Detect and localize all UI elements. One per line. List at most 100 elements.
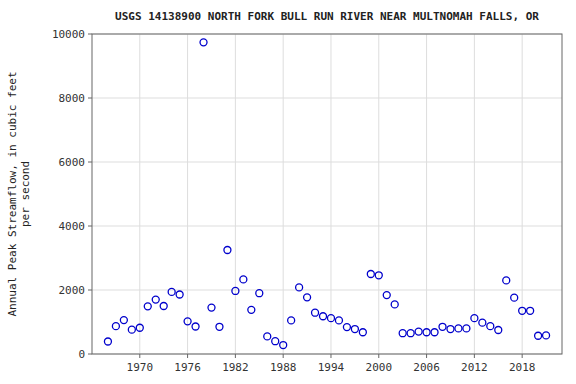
y-grid-line: [92, 290, 562, 291]
title: USGS 14138900 NORTH FORK BULL RUN RIVER …: [115, 10, 539, 23]
point: [168, 288, 175, 295]
point: [128, 326, 135, 333]
point: [535, 332, 542, 339]
point: [519, 307, 526, 314]
point: [447, 326, 454, 333]
chart: 1970197619821988199420002006201220180200…: [0, 0, 576, 384]
x-grid-line: [187, 34, 188, 354]
x-tick-label: 1994: [318, 361, 345, 374]
point: [272, 338, 279, 345]
point: [104, 338, 111, 345]
y-axis-label-line: Annual Peak Streamflow, in cubic feet: [6, 71, 19, 316]
point: [415, 328, 422, 335]
point: [463, 325, 470, 332]
y-axis-label: Annual Peak Streamflow, in cubic feetper…: [6, 71, 32, 316]
point: [136, 324, 143, 331]
point: [296, 284, 303, 291]
point: [471, 315, 478, 322]
y-tick-label: 4000: [59, 220, 86, 233]
y-grid-line: [92, 98, 562, 99]
x-grid-line: [139, 34, 140, 354]
y-grid-line: [92, 226, 562, 227]
point: [503, 277, 510, 284]
x-tick-label: 1988: [270, 361, 297, 374]
point: [527, 307, 534, 314]
x-tick: [139, 354, 140, 358]
x-tick: [474, 354, 475, 358]
x-grid-line: [235, 34, 236, 354]
point: [200, 39, 207, 46]
point: [112, 323, 119, 330]
point: [216, 323, 223, 330]
x-grid-line: [330, 34, 331, 354]
point: [256, 290, 263, 297]
point: [439, 323, 446, 330]
y-grid-line: [92, 162, 562, 163]
point: [264, 333, 271, 340]
point: [431, 329, 438, 336]
x-tick: [187, 354, 188, 358]
point: [367, 271, 374, 278]
point: [383, 292, 390, 299]
y-tick-label: 10000: [52, 28, 85, 41]
x-grid-line: [426, 34, 427, 354]
x-grid-line: [378, 34, 379, 354]
x-tick-label: 1970: [127, 361, 154, 374]
x-tick: [378, 354, 379, 358]
point: [304, 294, 311, 301]
point: [455, 325, 462, 332]
x-tick: [235, 354, 236, 358]
x-tick: [283, 354, 284, 358]
point: [479, 319, 486, 326]
x-grid-line: [522, 34, 523, 354]
point: [359, 329, 366, 336]
x-tick: [426, 354, 427, 358]
point: [248, 306, 255, 313]
point: [351, 326, 358, 333]
x-tick-label: 2006: [413, 361, 440, 374]
x-tick: [330, 354, 331, 358]
y-tick: [88, 34, 92, 35]
point: [240, 276, 247, 283]
plot-frame: [92, 34, 562, 354]
point: [224, 247, 231, 254]
point: [375, 272, 382, 279]
point: [208, 304, 215, 311]
point: [320, 313, 327, 320]
point: [391, 301, 398, 308]
point: [144, 303, 151, 310]
points: [104, 39, 549, 349]
y-tick: [88, 354, 92, 355]
y-tick-label: 2000: [59, 284, 86, 297]
point: [160, 303, 167, 310]
y-tick-label: 0: [78, 348, 85, 361]
y-tick-label: 8000: [59, 92, 86, 105]
point: [511, 294, 518, 301]
point: [192, 323, 199, 330]
x-tick-label: 2012: [461, 361, 488, 374]
point: [495, 327, 502, 334]
point: [407, 330, 414, 337]
point: [288, 317, 295, 324]
grid: [92, 34, 562, 354]
y-tick: [88, 226, 92, 227]
point: [152, 296, 159, 303]
y-axis-label-line: per second: [19, 161, 32, 227]
point: [343, 324, 350, 331]
point: [487, 323, 494, 330]
y-tick: [88, 98, 92, 99]
x-tick-label: 1982: [222, 361, 249, 374]
point: [280, 342, 287, 349]
point: [184, 318, 191, 325]
point: [327, 315, 334, 322]
point: [232, 287, 239, 294]
point: [543, 332, 550, 339]
point: [335, 317, 342, 324]
x-tick-label: 1976: [174, 361, 201, 374]
y-tick-label: 6000: [59, 156, 86, 169]
y-tick: [88, 162, 92, 163]
point: [423, 329, 430, 336]
x-tick: [522, 354, 523, 358]
x-grid-line: [474, 34, 475, 354]
x-grid-line: [283, 34, 284, 354]
